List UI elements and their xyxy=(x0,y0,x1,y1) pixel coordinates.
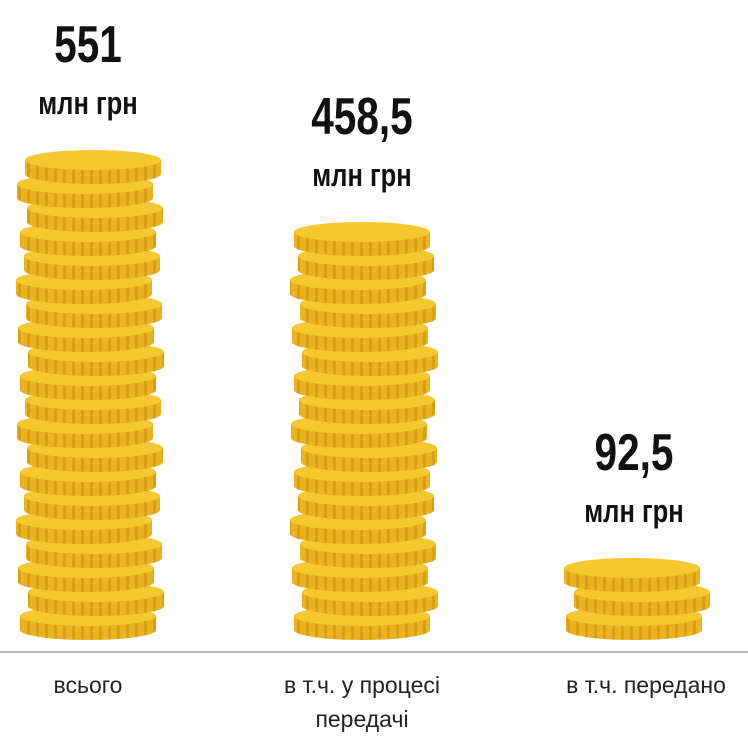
value-unit: млн грн xyxy=(584,494,684,529)
value-label: 458,5 xyxy=(311,87,412,145)
value-unit: млн грн xyxy=(38,86,138,121)
category-label: в т.ч. у процесі передачі xyxy=(272,668,452,736)
value-label: 551 xyxy=(54,15,122,73)
infographic: 551 млн грн 458,5 млн грн 92,5 млн грн всього… xyxy=(0,0,748,738)
coin-face xyxy=(25,150,161,170)
coin-face xyxy=(564,558,700,578)
coin-face xyxy=(294,222,430,242)
value-label: 92,5 xyxy=(595,423,674,481)
coin-stack xyxy=(16,150,164,640)
category-label: в т.ч. передано xyxy=(546,668,746,702)
coin-stack xyxy=(564,558,710,640)
coin-stack xyxy=(290,222,438,640)
category-label: всього xyxy=(0,668,188,702)
value-unit: млн грн xyxy=(312,158,412,193)
chart: 551 млн грн 458,5 млн грн 92,5 млн грн xyxy=(0,0,748,738)
